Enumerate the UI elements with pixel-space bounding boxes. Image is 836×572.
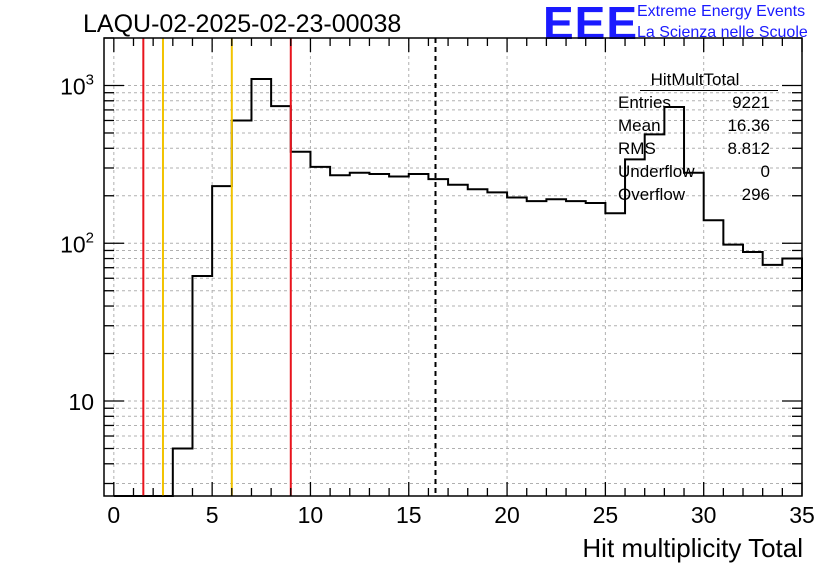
x-tick-label: 35 — [789, 502, 815, 528]
logo-line-2: La Scienza nelle Scuole — [637, 24, 808, 41]
stats-key: Entries — [618, 93, 671, 112]
stats-row-entries: Entries 9221 — [618, 93, 770, 115]
logo-line-1: Extreme Energy Events — [637, 3, 806, 20]
stats-key: Underflow — [618, 162, 695, 181]
y-tick-label: 103 — [60, 71, 94, 99]
stats-key: Overflow — [618, 185, 686, 204]
stats-title: HitMultTotal — [650, 70, 740, 89]
stats-key: RMS — [618, 139, 656, 158]
stats-row-mean: Mean 16.36 — [618, 116, 770, 138]
stats-row-underflow: Underflow 0 — [618, 162, 770, 184]
x-tick-label: 25 — [593, 502, 619, 528]
stats-value: 8.812 — [727, 139, 770, 158]
y-tick-label: 10 — [68, 389, 94, 415]
stats-key: Mean — [618, 116, 661, 135]
x-tick-label: 30 — [691, 502, 717, 528]
histogram-title: LAQU-02-2025-02-23-00038 — [83, 10, 402, 38]
x-tick-label: 15 — [396, 502, 422, 528]
stats-value: 296 — [741, 185, 770, 204]
x-tick-label: 5 — [206, 502, 219, 528]
stats-row-overflow: Overflow 296 — [618, 185, 770, 207]
x-tick-label: 20 — [494, 502, 520, 528]
x-tick-label: 0 — [107, 502, 120, 528]
x-tick-label: 10 — [298, 502, 324, 528]
stats-row-rms: RMS 8.812 — [618, 139, 770, 161]
stats-value: 16.36 — [727, 116, 770, 135]
histogram-series — [113, 77, 803, 497]
stats-value: 0 — [760, 162, 770, 181]
plot-frame — [103, 37, 803, 497]
stats-divider — [640, 90, 778, 91]
stats-box: HitMultTotal Entries 9221 Mean 16.36 RMS… — [612, 70, 778, 206]
y-tick-label: 102 — [60, 229, 94, 257]
stats-value: 9221 — [732, 93, 770, 112]
x-axis-label: Hit multiplicity Total — [582, 533, 803, 563]
